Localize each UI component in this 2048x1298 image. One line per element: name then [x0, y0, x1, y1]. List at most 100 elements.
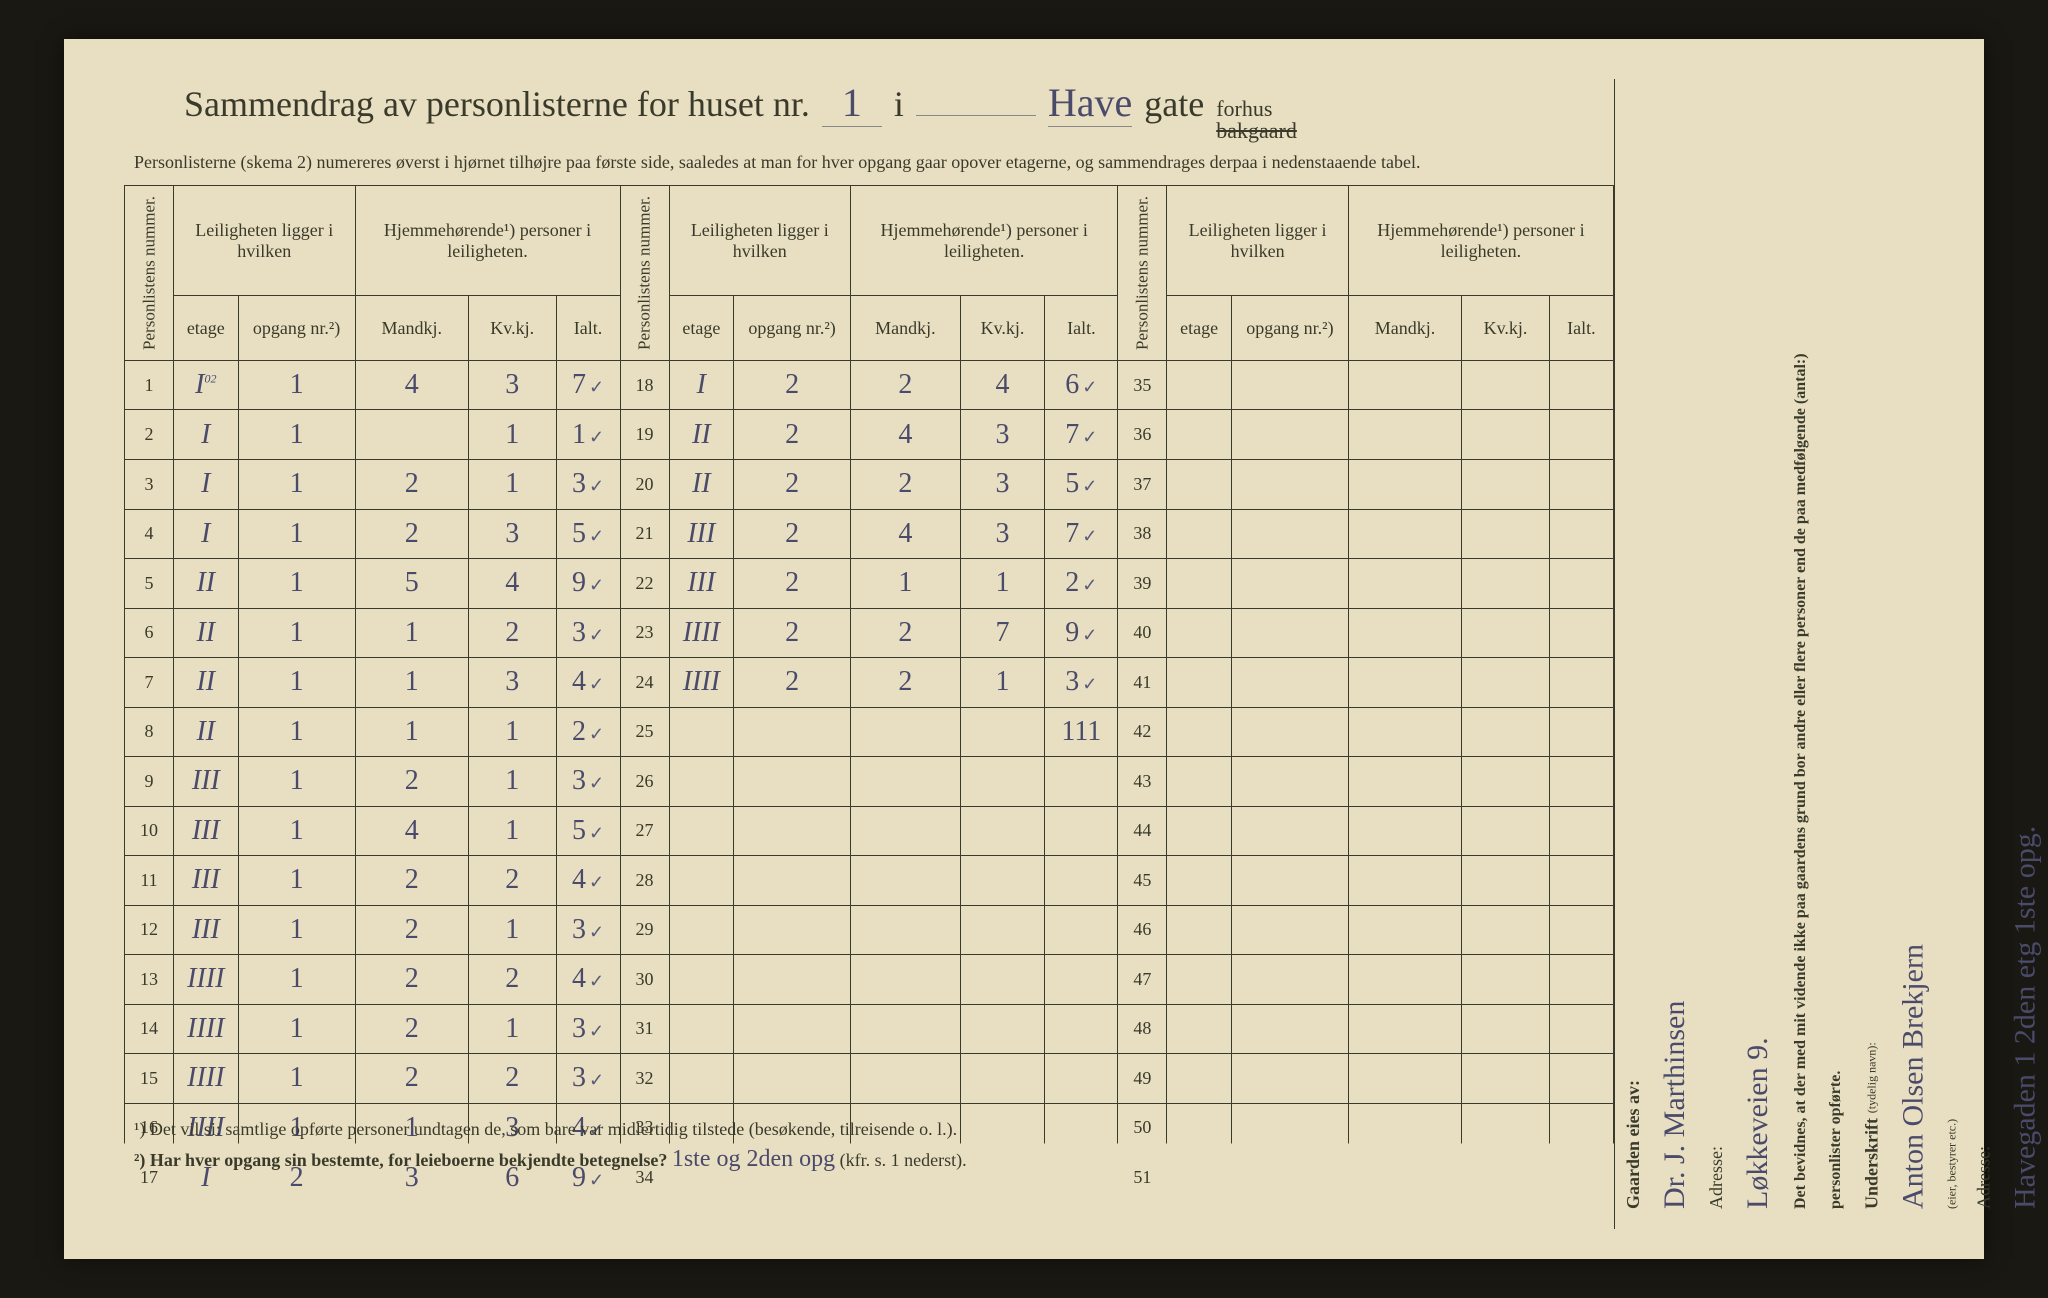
cell-kvkj-b: 7 — [960, 608, 1045, 658]
cell-kvkj-b — [960, 1054, 1045, 1104]
cell-opgang-b: 2 — [734, 360, 851, 410]
cell-mandkj-b — [851, 806, 961, 856]
cell-kvkj-c — [1462, 360, 1550, 410]
cell-num-b: 30 — [620, 955, 669, 1005]
cell-etage-b — [669, 905, 734, 955]
cell-mandkj-a: 2 — [355, 459, 468, 509]
cell-num-c: 49 — [1118, 1054, 1167, 1104]
cell-num-b: 28 — [620, 856, 669, 906]
cell-num-a: 1 — [125, 360, 174, 410]
cell-opgang-c — [1231, 1004, 1348, 1054]
cell-mandkj-c — [1348, 459, 1461, 509]
cell-mandkj-a: 1 — [355, 658, 468, 708]
cell-kvkj-b — [960, 905, 1045, 955]
cell-ialt-c — [1549, 608, 1613, 658]
cell-num-c: 46 — [1118, 905, 1167, 955]
cell-ialt-c — [1549, 1054, 1613, 1104]
cell-opgang-c — [1231, 509, 1348, 559]
cell-kvkj-a: 2 — [468, 1054, 556, 1104]
cell-mandkj-a: 5 — [355, 559, 468, 609]
cell-etage-a: III — [174, 806, 239, 856]
cell-mandkj-b: 2 — [851, 360, 961, 410]
cell-kvkj-a: 2 — [468, 955, 556, 1005]
cell-num-c: 42 — [1118, 707, 1167, 757]
cell-etage-b: I — [669, 360, 734, 410]
cell-mandkj-a: 2 — [355, 905, 468, 955]
col-leiligheten-2: Leiligheten ligger i hvilken — [669, 186, 851, 296]
cell-num-a: 12 — [125, 905, 174, 955]
cell-ialt-a: 4 — [556, 658, 620, 708]
underskrift-label: Underskrift — [1862, 1118, 1882, 1209]
cell-mandkj-b: 2 — [851, 658, 961, 708]
cell-mandkj-c — [1348, 806, 1461, 856]
cell-etage-c — [1167, 757, 1232, 807]
cell-num-c: 39 — [1118, 559, 1167, 609]
cell-num-b: 20 — [620, 459, 669, 509]
cell-num-c: 43 — [1118, 757, 1167, 807]
cell-opgang-c — [1231, 707, 1348, 757]
cell-mandkj-c — [1348, 608, 1461, 658]
sub-etage-3: etage — [1167, 296, 1232, 361]
cell-opgang-c — [1231, 757, 1348, 807]
cell-opgang-b — [734, 1054, 851, 1104]
cell-etage-a: II — [174, 559, 239, 609]
cell-num-b: 29 — [620, 905, 669, 955]
cell-opgang-b: 2 — [734, 658, 851, 708]
cell-opgang-c — [1231, 856, 1348, 906]
cell-kvkj-c — [1462, 757, 1550, 807]
table-row: 1 I02 1 4 3 7 18 I 2 2 4 6 35 — [125, 360, 1614, 410]
sidebar-witness-col: Det bevidnes, at der med mit vidende ikk… — [1783, 79, 2048, 1229]
cell-mandkj-c — [1348, 410, 1461, 460]
cell-mandkj-a: 2 — [355, 955, 468, 1005]
cell-kvkj-c — [1462, 905, 1550, 955]
cell-opgang-c — [1231, 360, 1348, 410]
cell-mandkj-b — [851, 856, 961, 906]
cell-opgang-c — [1231, 658, 1348, 708]
table-body: 1 I02 1 4 3 7 18 I 2 2 4 6 35 2 I 1 1 1 … — [125, 360, 1614, 1202]
cell-num-a: 5 — [125, 559, 174, 609]
cell-mandkj-c — [1348, 856, 1461, 906]
sidebar-owner-col: Gaarden eies av: Dr. J. Marthinsen Adres… — [1615, 79, 1783, 1229]
table-row: 14 IIII 1 2 1 3 31 48 — [125, 1004, 1614, 1054]
gaarden-eies-label: Gaarden eies av: — [1623, 99, 1644, 1209]
document-paper: Sammendrag av personlisterne for huset n… — [64, 39, 1984, 1259]
cell-mandkj-a: 4 — [355, 806, 468, 856]
cell-mandkj-c — [1348, 955, 1461, 1005]
cell-num-b: 18 — [620, 360, 669, 410]
cell-kvkj-b: 3 — [960, 459, 1045, 509]
cell-opgang-b — [734, 856, 851, 906]
cell-num-c: 40 — [1118, 608, 1167, 658]
cell-etage-b — [669, 1054, 734, 1104]
cell-num-a: 13 — [125, 955, 174, 1005]
owner-name: Dr. J. Marthinsen — [1658, 99, 1692, 1209]
cell-mandkj-c — [1348, 509, 1461, 559]
cell-num-b: 24 — [620, 658, 669, 708]
census-table: Personlistens nummer. Leiligheten ligger… — [124, 185, 1614, 1109]
cell-etage-c — [1167, 905, 1232, 955]
footnote-2-handwritten: 1ste og 2den opg — [672, 1146, 835, 1172]
cell-etage-c — [1167, 856, 1232, 906]
cell-num-c: 38 — [1118, 509, 1167, 559]
col-leiligheten-3: Leiligheten ligger i hvilken — [1167, 186, 1349, 296]
cell-mandkj-a: 2 — [355, 509, 468, 559]
cell-ialt-c — [1549, 806, 1613, 856]
cell-kvkj-b — [960, 806, 1045, 856]
cell-kvkj-b — [960, 707, 1045, 757]
cell-ialt-c — [1549, 955, 1613, 1005]
cell-ialt-c — [1549, 856, 1613, 906]
cell-etage-c — [1167, 459, 1232, 509]
cell-mandkj-a — [355, 410, 468, 460]
table-row: 9 III 1 2 1 3 26 43 — [125, 757, 1614, 807]
cell-etage-c — [1167, 806, 1232, 856]
cell-mandkj-b — [851, 707, 961, 757]
cell-kvkj-c — [1462, 459, 1550, 509]
cell-num-c: 37 — [1118, 459, 1167, 509]
cell-etage-a: I — [174, 459, 239, 509]
col-personlistens-3: Personlistens nummer. — [1118, 186, 1167, 361]
cell-num-a: 14 — [125, 1004, 174, 1054]
cell-kvkj-a: 1 — [468, 905, 556, 955]
cell-mandkj-b: 2 — [851, 459, 961, 509]
cell-mandkj-a: 1 — [355, 608, 468, 658]
cell-kvkj-c — [1462, 1054, 1550, 1104]
tydelig-navn: (tydelig navn): — [1865, 1042, 1879, 1113]
